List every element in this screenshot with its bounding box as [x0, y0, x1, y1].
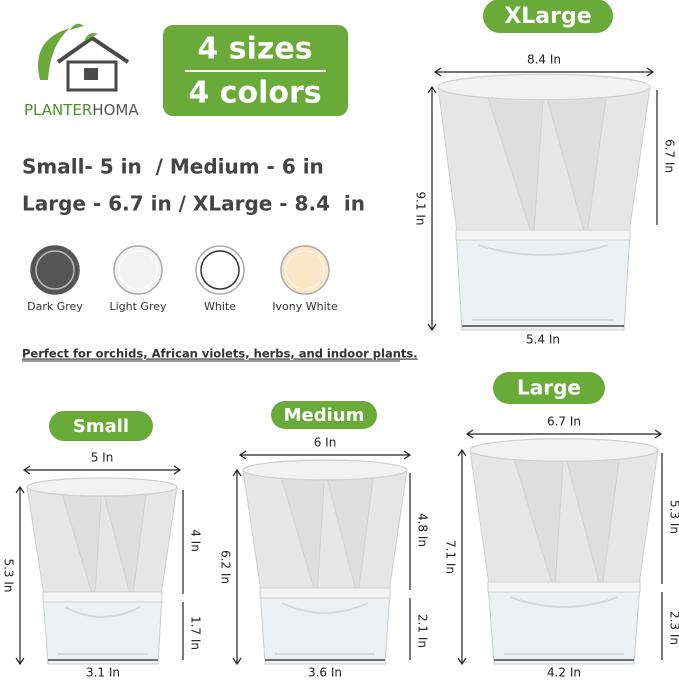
color-label: Light Grey: [109, 300, 167, 313]
color-swatch-ring: [285, 250, 325, 290]
pot-reservoir-detail: [58, 606, 148, 655]
pot-reservoir-detail: [472, 244, 614, 321]
pot-reservoir: [487, 583, 641, 665]
dimension-line: [22, 465, 182, 475]
dimension-label: 3.1 In: [86, 666, 120, 680]
size-badge: [49, 411, 153, 441]
size-badge-text: Large: [517, 376, 581, 400]
color-label: White: [204, 300, 236, 313]
color-swatch-ring: [35, 250, 75, 290]
dimension-label: 5.4 In: [526, 333, 560, 347]
size-badge-text: XLarge: [504, 4, 591, 29]
brand-part: HOMA: [92, 101, 139, 119]
color-swatch-ring: [200, 250, 240, 290]
pot-rim: [26, 477, 178, 497]
logo-house: [66, 60, 118, 92]
pot-rim: [469, 438, 659, 462]
badge-text: 4 colors: [188, 76, 321, 111]
pot-band: [455, 229, 631, 241]
color-swatch: [195, 245, 245, 295]
logo-leaf: [38, 28, 70, 80]
dimension-line: [238, 450, 412, 460]
color-swatch-ring: [118, 250, 158, 290]
color-label: Dark Grey: [27, 300, 83, 313]
size-badge-text: Medium: [284, 405, 365, 426]
pot-body: [242, 469, 408, 599]
dimension-label: 1.7 In: [189, 616, 203, 650]
size-line: Large - 6.7 in / XLarge - 8.4 in: [22, 192, 365, 216]
size-badge: [483, 0, 613, 33]
tagline: Perfect for orchids, African violets, he…: [22, 347, 418, 361]
dimension-line: [465, 429, 663, 439]
dimension-label: 6.7 In: [547, 415, 581, 429]
brand: PLANTERHOMA: [24, 101, 139, 119]
size-badge: [493, 372, 605, 404]
pot-reservoir-detail: [504, 596, 624, 655]
dimension-label: 6.2 In: [219, 550, 233, 584]
dimension-label: 5.3 In: [668, 500, 679, 534]
size-badge-text: Small: [73, 416, 129, 437]
color-swatch: [280, 245, 330, 295]
dimension-line: [457, 448, 467, 666]
logo-sprout: [70, 23, 98, 42]
pot-body: [26, 486, 178, 603]
color-label: Ivony White: [272, 300, 338, 313]
dimension-label: 6.7 In: [663, 139, 677, 173]
dimension-line: [232, 468, 242, 666]
size-line: Small- 5 in / Medium - 6 in: [22, 155, 324, 179]
dimension-label: 3.6 In: [308, 666, 342, 680]
pot-body: [437, 86, 651, 241]
dimension-line: [15, 485, 25, 666]
logo: [38, 23, 130, 92]
color-swatch: [113, 245, 163, 295]
dimension-label: 8.4 In: [527, 53, 561, 67]
pot-rim: [437, 73, 651, 101]
dimension-label: 6 In: [314, 436, 337, 450]
pot-band: [42, 591, 163, 603]
dimension-label: 4.8 In: [416, 513, 430, 547]
dimension-label: 7.1 In: [444, 540, 458, 574]
pot-reservoir-detail: [275, 602, 375, 655]
dimension-label: 4 In: [189, 529, 203, 552]
pot-body: [469, 449, 659, 593]
dimension-label: 2.1 In: [416, 614, 430, 648]
pot-reservoir: [259, 589, 391, 665]
pot-band: [487, 581, 641, 593]
pot-band: [259, 587, 391, 599]
dimension-label: 2.3 In: [668, 611, 679, 645]
logo-roof: [56, 35, 130, 64]
size-badge: [271, 401, 377, 429]
dimension-label: 9.1 In: [414, 191, 428, 225]
pot-rim: [242, 459, 408, 481]
brand-part: PLANTER: [24, 101, 92, 119]
color-swatch: [30, 245, 80, 295]
dimension-line: [433, 67, 655, 77]
dimension-label: 5 In: [91, 451, 114, 465]
dimension-label: 4.2 In: [547, 666, 581, 680]
dimension-line: [427, 85, 437, 332]
dimension-label: 5.3 In: [2, 558, 16, 592]
logo-window: [84, 68, 98, 80]
badge-text: 4 sizes: [197, 32, 312, 67]
